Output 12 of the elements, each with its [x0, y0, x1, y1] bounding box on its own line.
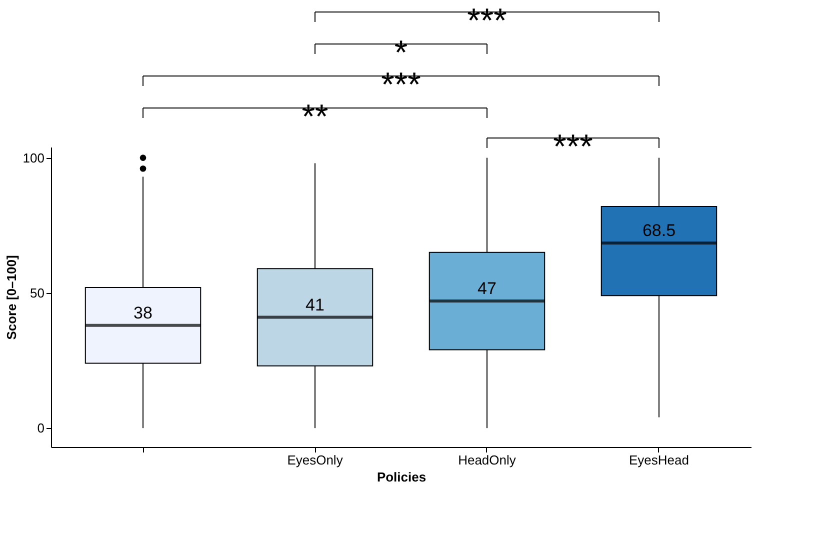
y-tick-label: 0 [37, 420, 44, 436]
text: 47 [478, 279, 496, 298]
y-tick-label: 50 [30, 285, 44, 300]
x-tick-label: HeadOnly [458, 452, 516, 468]
text: 41 [306, 295, 324, 314]
y-axis-title: Score [0–100] [4, 255, 19, 340]
x-tick-label: EyesOnly [287, 452, 344, 468]
y-tick-label: 100 [22, 150, 44, 166]
x-tick-label: EyesHead [628, 452, 689, 468]
text: 38 [134, 303, 152, 322]
text: 68.5 [642, 220, 676, 240]
x-axis-title: Policies [376, 470, 426, 484]
